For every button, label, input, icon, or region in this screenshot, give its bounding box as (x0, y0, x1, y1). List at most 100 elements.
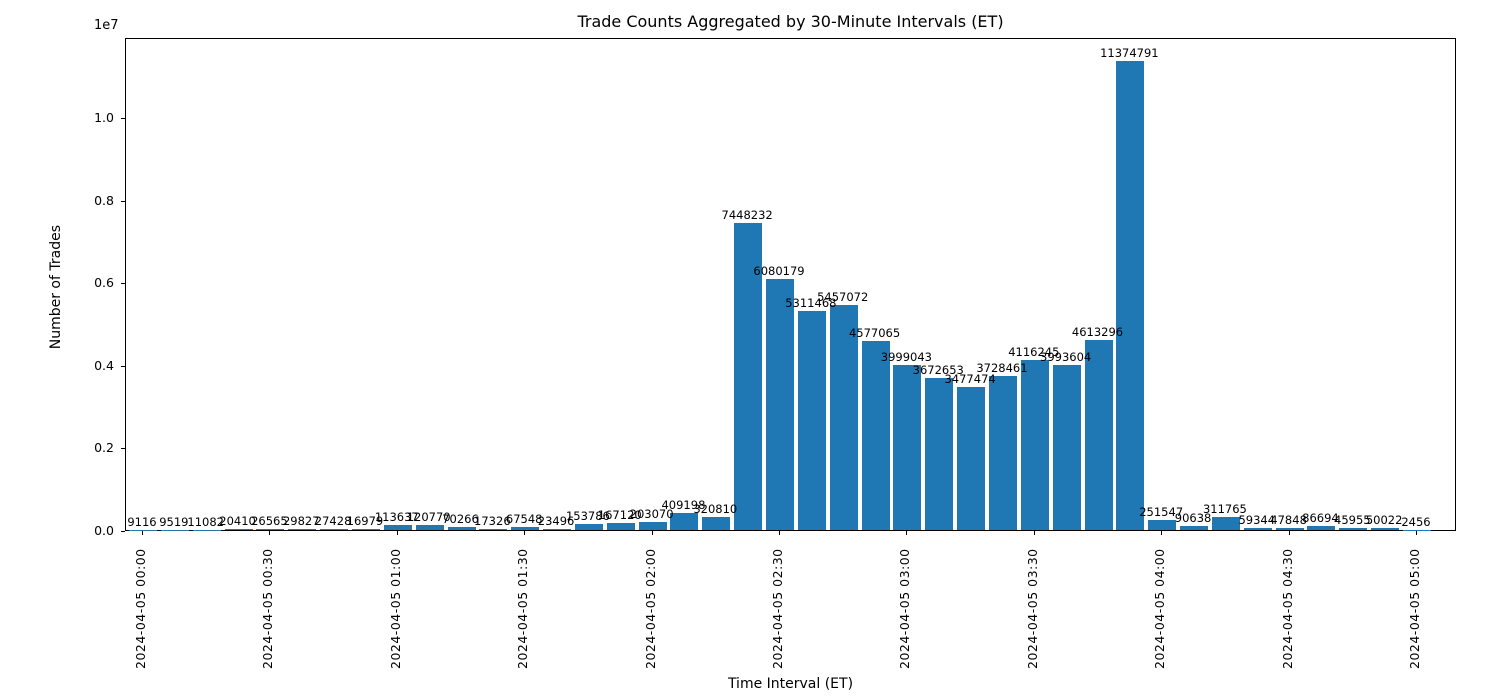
bar-value-label: 59344 (1238, 512, 1276, 527)
bar (957, 386, 986, 530)
bar-value-label: 67548 (505, 512, 543, 527)
bar-value-label: 311765 (1202, 502, 1247, 517)
x-tick-mark (779, 531, 780, 535)
x-tick-mark (651, 531, 653, 535)
y-tick-label: 0.6 (94, 275, 114, 291)
bar-value-label: 3999043 (880, 350, 932, 365)
y-axis-offset-label: 1e7 (94, 18, 119, 33)
bar-value-label: 50022 (1365, 512, 1403, 527)
bar (543, 529, 572, 530)
bar (479, 529, 508, 530)
bar-value-label: 4577065 (848, 326, 901, 341)
bar (320, 528, 349, 530)
bar-value-label: 409198 (661, 498, 706, 513)
y-tick-mark (121, 118, 125, 120)
bar-value-label: 45955 (1334, 513, 1371, 528)
y-tick-label: 0.0 (94, 523, 114, 538)
bar-value-label: 17326 (474, 514, 511, 529)
bar (1403, 529, 1431, 530)
bar-value-label: 90638 (1174, 511, 1212, 526)
bar (447, 527, 476, 530)
bar (192, 529, 221, 530)
bar-value-label: 5457072 (817, 289, 869, 304)
bar-value-label: 23496 (537, 514, 575, 529)
bar-value-label: 7448232 (721, 207, 773, 222)
x-tick-label: 2024-04-05 02:30 (770, 548, 785, 669)
y-tick-label: 0.4 (94, 357, 114, 373)
bar (861, 341, 890, 530)
bar (1020, 360, 1049, 530)
bar-value-label: 20410 (219, 514, 256, 529)
y-tick-mark (121, 448, 125, 450)
bar (511, 527, 540, 530)
bar (734, 222, 763, 530)
x-tick-label: 2024-04-05 00:00 (133, 548, 148, 669)
chart-title: Trade Counts Aggregated by 30-Minute Int… (577, 12, 1004, 31)
bar-value-label: 70266 (442, 512, 479, 527)
x-tick-label: 2024-04-05 05:00 (1407, 548, 1422, 669)
bar (1243, 527, 1272, 530)
bar (256, 528, 285, 530)
bar-value-label: 167120 (597, 508, 642, 523)
y-tick-label: 1.0 (94, 110, 114, 126)
bar-value-label: 11082 (187, 514, 224, 529)
x-tick-mark (142, 531, 143, 535)
bar (702, 516, 731, 530)
bar-value-label: 11374791 (1100, 45, 1159, 60)
plot-area (125, 38, 1456, 531)
bar (415, 525, 444, 530)
bar (160, 529, 189, 530)
x-tick-label: 2024-04-05 03:30 (1024, 548, 1040, 669)
bar-value-label: 47848 (1270, 513, 1307, 528)
y-tick-mark (121, 200, 125, 202)
bar-value-label: 86694 (1302, 511, 1339, 526)
x-tick-mark (269, 531, 271, 535)
y-tick-label: 0.8 (94, 192, 114, 208)
x-tick-mark (1416, 531, 1417, 535)
bar-value-label: 4613296 (1071, 324, 1124, 339)
y-axis-title: Number of Trades (48, 224, 64, 349)
bar-value-label: 3477474 (944, 371, 996, 386)
bar-value-label: 3672653 (912, 363, 964, 378)
x-tick-label: 2024-04-05 01:00 (387, 548, 403, 669)
bar (351, 529, 380, 530)
bar-value-label: 4116245 (1008, 345, 1060, 360)
bar-value-label: 120770 (406, 510, 451, 525)
y-tick-mark (121, 531, 125, 532)
x-tick-label: 2024-04-05 04:00 (1152, 548, 1168, 669)
bar-value-label: 320810 (693, 501, 738, 516)
x-tick-mark (524, 531, 526, 535)
x-tick-mark (906, 531, 908, 535)
bar-value-label: 3993604 (1040, 350, 1092, 365)
bar (606, 523, 635, 530)
bar-value-label: 26565 (251, 513, 288, 528)
bar-value-label: 9116 (127, 514, 157, 529)
bar-value-label: 153786 (565, 508, 610, 523)
y-tick-mark (121, 365, 125, 367)
bar (288, 528, 317, 530)
x-axis-title: Time Interval (ET) (727, 676, 854, 692)
bar (1116, 60, 1145, 530)
bar-value-label: 29827 (282, 513, 320, 528)
bar-value-label: 5311468 (785, 295, 837, 310)
x-tick-mark (396, 531, 398, 535)
bar-value-label: 6080179 (753, 264, 805, 279)
bar-value-label: 2456 (1401, 514, 1431, 529)
bar (129, 529, 157, 530)
bar (1275, 528, 1304, 530)
bar (1180, 526, 1209, 530)
bar-value-label: 3728461 (976, 361, 1028, 376)
bar (1211, 517, 1240, 530)
bar (1371, 527, 1400, 530)
x-tick-label: 2024-04-05 02:00 (642, 548, 658, 669)
bar-value-label: 251547 (1139, 504, 1184, 519)
x-tick-label: 2024-04-05 03:00 (897, 548, 913, 669)
bar-value-label: 113637 (374, 510, 419, 525)
bar (925, 378, 954, 530)
x-tick-label: 2024-04-05 00:30 (260, 548, 276, 669)
bar-value-label: 16979 (346, 514, 384, 529)
bar (1148, 519, 1177, 530)
x-tick-label: 2024-04-05 01:30 (515, 548, 531, 669)
bar (893, 365, 922, 530)
